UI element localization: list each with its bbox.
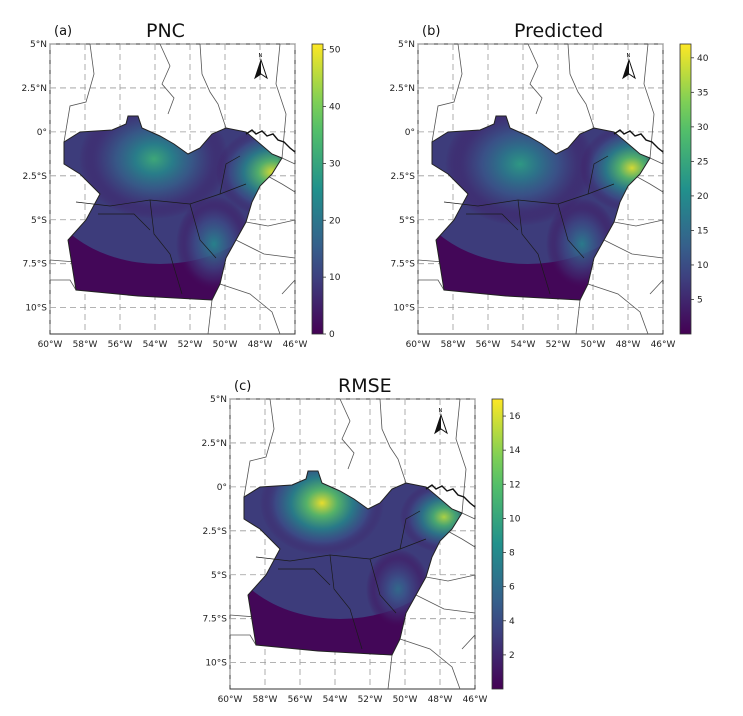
colorbar-tick-label: 6 [509,583,515,593]
lat-tick-label: 10°S [205,659,227,669]
lon-tick-label: 50°W [213,340,238,350]
north-label: N [627,53,631,59]
lon-tick-label: 60°W [406,340,431,350]
colorbar-tick-label: 14 [509,446,521,456]
panel-rmse: (c) RMSE N 5°N 2.5°N 0° 2.5°S 5°S 7.5°S 10°S 60°W 5… [201,375,521,705]
north-arrow-icon: N [434,408,448,435]
lon-tick-label: 56°W [288,695,313,705]
north-arrow-icon: N [622,53,636,80]
colorbar-tick-label: 15 [697,226,708,236]
colorbar-tick-label: 2 [509,651,515,661]
lon-tick-label: 52°W [358,695,383,705]
lat-tick-label: 5°S [399,216,415,226]
lon-tick-label: 46°W [463,695,488,705]
country-borders [229,398,476,690]
lat-tick-label: 2.5°N [389,84,415,94]
colorbar-tick-label: 5 [697,295,703,305]
colorbar-tick-label: 30 [329,159,341,169]
colorbar-tick-label: 0 [329,330,335,340]
colorbar [491,398,504,690]
colorbar-tick-label: 4 [509,617,515,627]
colorbar-tick-label: 20 [329,216,341,226]
panel-title: PNC [146,20,185,42]
colorbar-tick-label: 30 [697,123,709,133]
north-label: N [439,408,443,414]
lon-tick-label: 60°W [218,695,243,705]
colorbar-tick-label: 16 [509,412,521,422]
colorbar-tick-label: 10 [697,261,709,271]
lat-tick-label: 0° [405,128,415,138]
lat-tick-label: 5°S [31,216,47,226]
lat-tick-label: 0° [37,128,47,138]
lat-tick-label: 2.5°S [390,172,415,182]
lon-tick-label: 46°W [283,340,308,350]
lon-tick-label: 48°W [248,340,273,350]
lon-tick-label: 54°W [323,695,348,705]
colorbar [679,43,692,335]
lat-tick-label: 2.5°N [21,84,47,94]
lat-tick-label: 10°S [25,304,47,314]
state-outline [63,115,283,301]
lon-tick-label: 50°W [393,695,418,705]
colorbar-tick-label: 8 [509,549,515,559]
municipal-borders [255,510,427,650]
colorbar-tick-label: 10 [329,273,341,283]
lon-tick-label: 52°W [546,340,571,350]
lon-tick-label: 60°W [38,340,63,350]
lat-tick-label: 5°S [211,571,227,581]
colorbar-tick-label: 50 [329,46,341,56]
coastline [425,484,476,508]
colorbar-tick-label: 12 [509,480,520,490]
lat-tick-label: 5°N [398,40,415,50]
panel-label: (a) [54,24,72,39]
panel-title: Predicted [514,20,603,42]
lat-tick-label: 7.5°S [22,260,47,270]
panel-predicted: (b) Predicted N 5°N 2.5°N 0° 2.5°S 5°S 7.5°S 10°S… [389,20,709,350]
lon-tick-label: 50°W [581,340,606,350]
colorbar [311,43,324,335]
lat-tick-label: 0° [217,483,227,493]
lon-tick-label: 58°W [73,340,98,350]
lon-tick-label: 48°W [428,695,453,705]
lat-tick-label: 7.5°S [390,260,415,270]
colorbar-tick-label: 20 [697,192,709,202]
north-arrow-icon: N [254,53,268,80]
colorbar-tick-label: 10 [509,514,521,524]
coastline [245,129,296,153]
panel-pnc: (a) PNC N 5°N 2.5°N 0° 2.5°S 5°S 7.5°S 10°S 60°W 58… [21,20,341,350]
lon-tick-label: 48°W [616,340,641,350]
lon-tick-label: 54°W [143,340,168,350]
lat-tick-label: 2.5°S [22,172,47,182]
lat-tick-label: 7.5°S [202,615,227,625]
colorbar-tick-label: 40 [697,54,709,64]
panel-label: (b) [422,24,440,39]
state-outline [431,115,651,301]
lon-tick-label: 54°W [511,340,536,350]
colorbar-tick-label: 35 [697,88,708,98]
lat-tick-label: 5°N [30,40,47,50]
lat-tick-label: 5°N [210,395,227,405]
lat-tick-label: 2.5°S [202,527,227,537]
panel-label: (c) [234,379,251,394]
colorbar-tick-label: 40 [329,103,341,113]
lat-tick-label: 10°S [393,304,415,314]
lon-tick-label: 56°W [476,340,501,350]
municipal-borders [443,155,615,295]
lon-tick-label: 52°W [178,340,203,350]
lon-tick-label: 56°W [108,340,133,350]
state-outline [243,470,463,656]
lon-tick-label: 58°W [253,695,278,705]
colorbar-tick-label: 25 [697,157,708,167]
north-label: N [259,53,263,59]
lon-tick-label: 58°W [441,340,466,350]
coastline [613,129,664,153]
lat-tick-label: 2.5°N [201,439,227,449]
lon-tick-label: 46°W [651,340,676,350]
panel-title: RMSE [338,375,392,397]
municipal-borders [75,155,247,295]
